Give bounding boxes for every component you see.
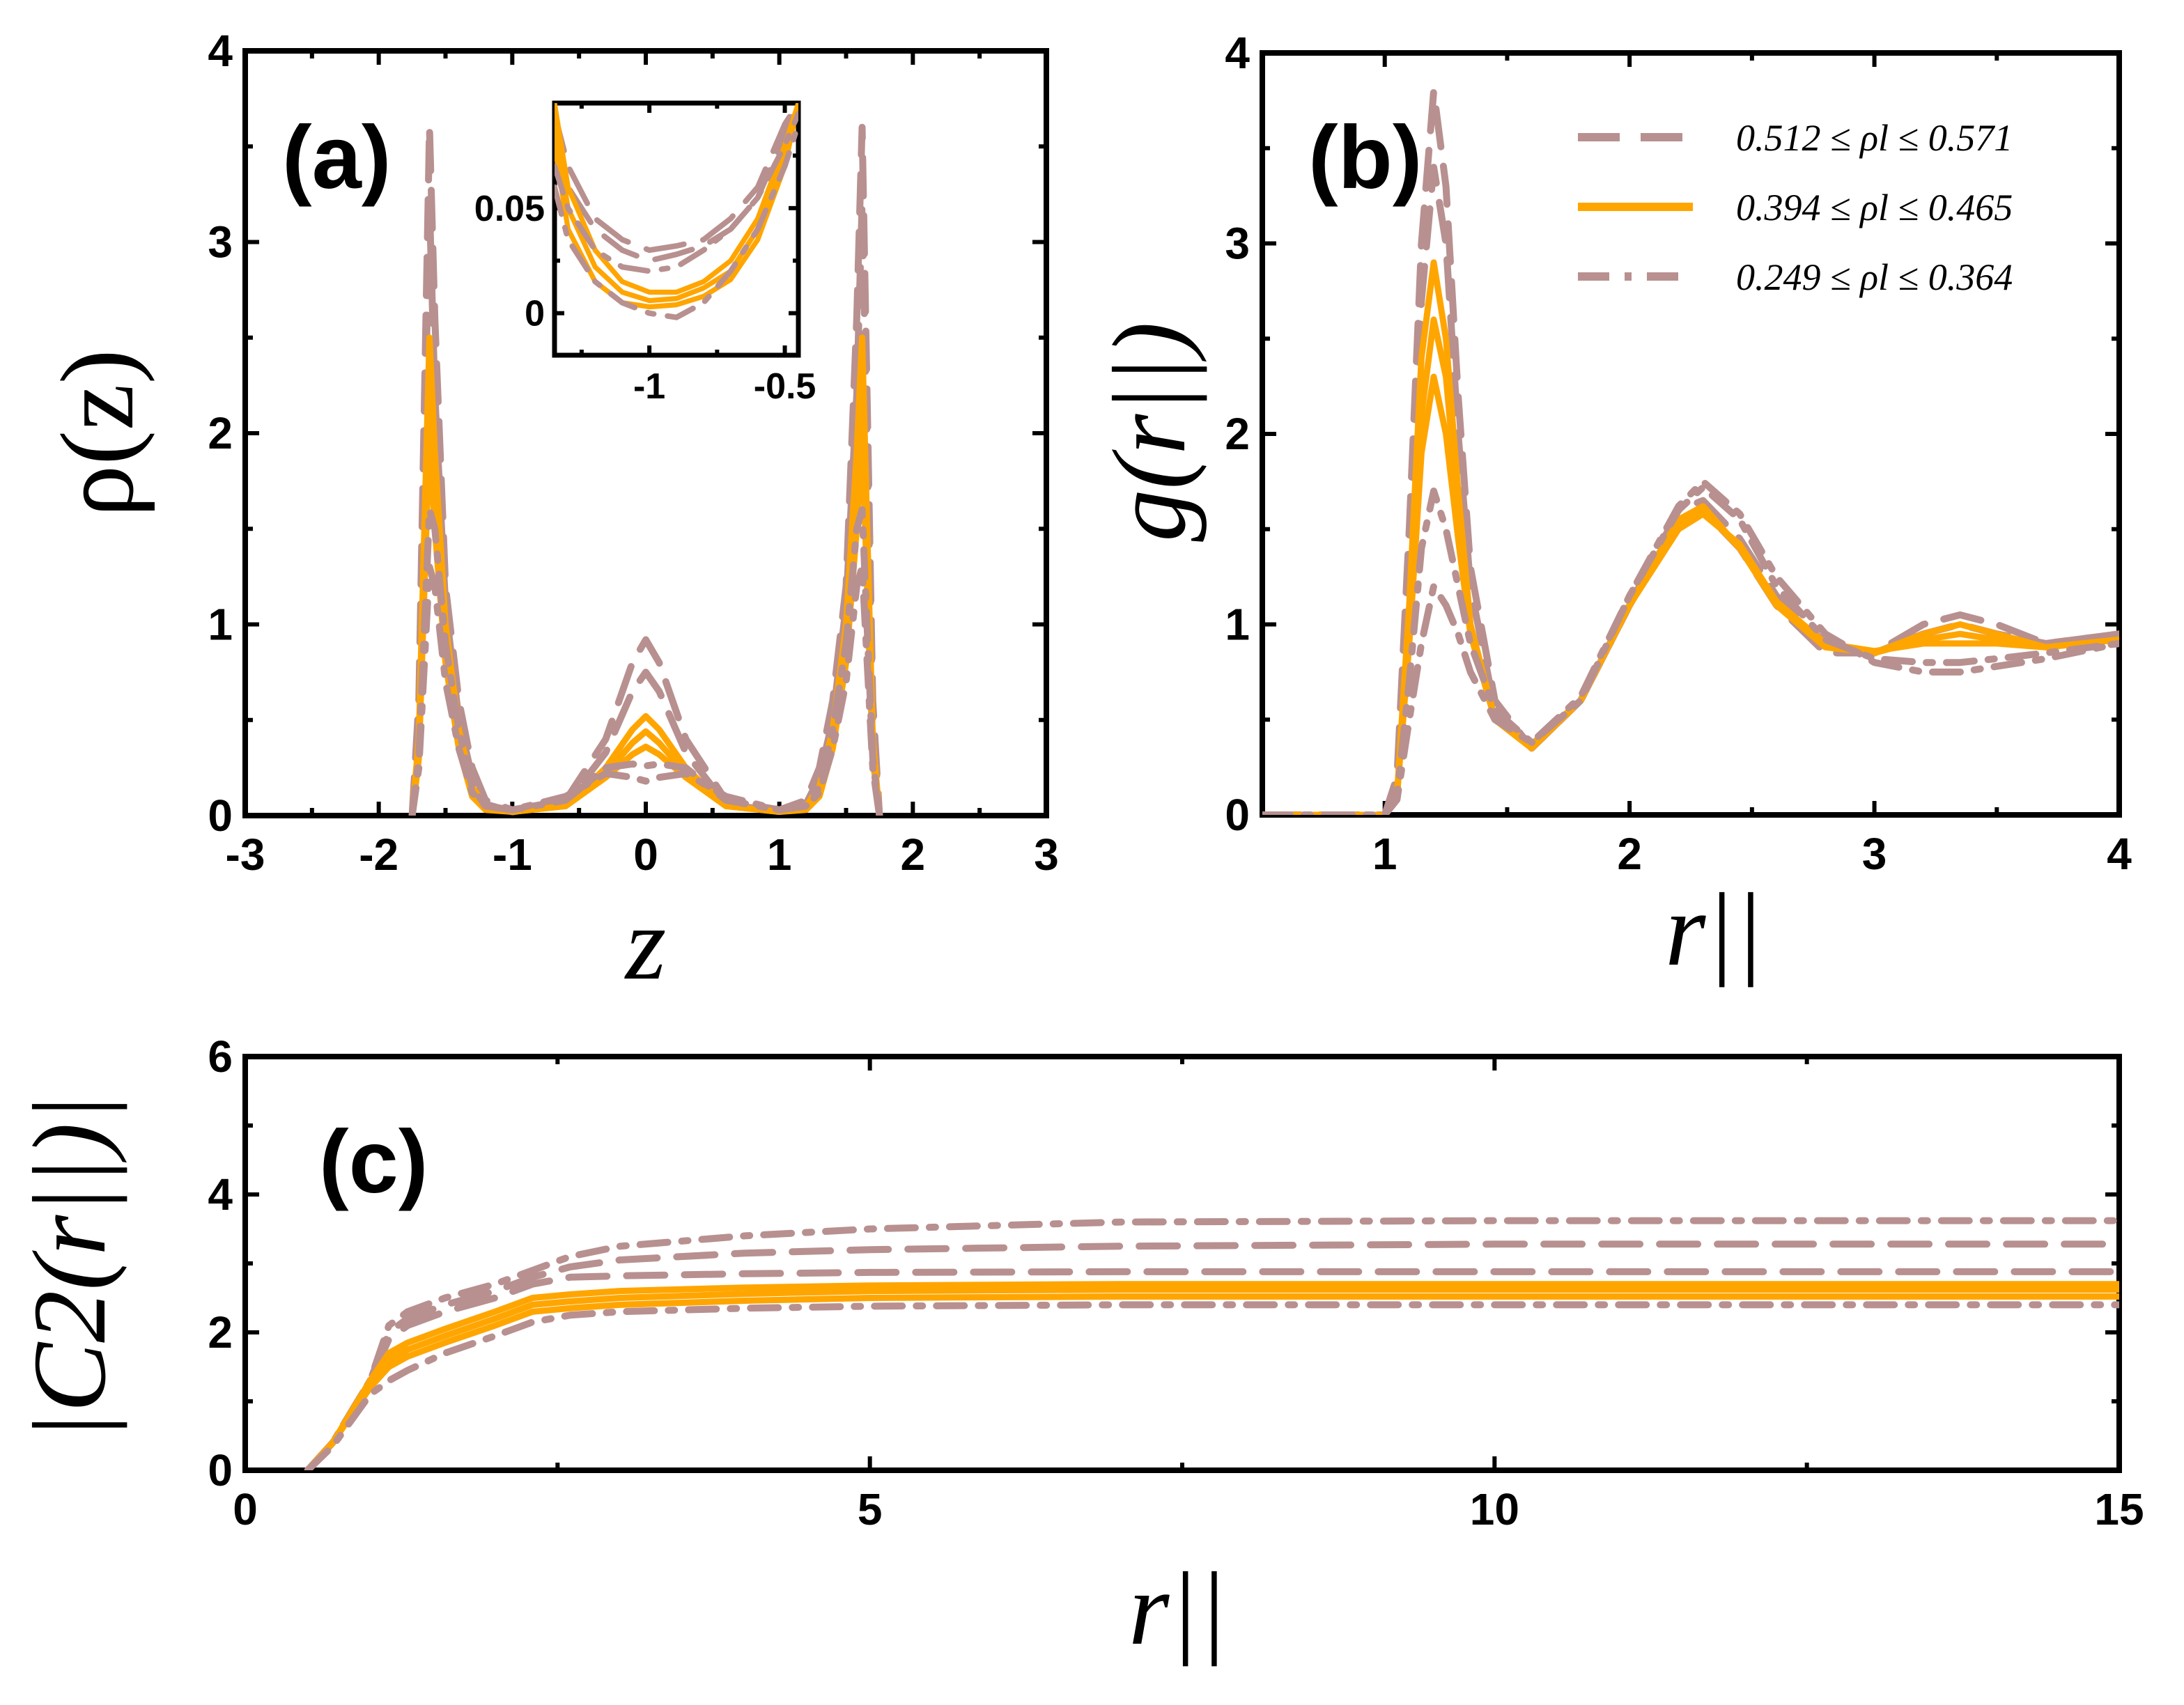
- panel-c: 0 5 10 15 0 2 4 6 (c) r|| |C2(r||)|: [12, 1031, 2144, 1667]
- panel-a-ylabel: ρ(z): [40, 349, 155, 517]
- y-tick-label: 6: [208, 1031, 233, 1082]
- inset-ticks: -1 -0.5 0 0.05: [474, 103, 816, 407]
- x-tick-label: 3: [1034, 830, 1059, 880]
- series-line-solid: [304, 1293, 2119, 1470]
- panel-a-ticks: -3 -2 -1 0 1 2 3 0 1 2 3 4: [208, 26, 1058, 880]
- series-line-dashdot: [1262, 483, 2119, 815]
- x-tick-label: 3: [1862, 829, 1887, 879]
- x-tick-label: 0: [633, 830, 658, 880]
- x-tick-label: 15: [2094, 1484, 2144, 1534]
- panel-c-frame: [242, 1054, 2122, 1473]
- panel-c-ylabel: |C2(r||)|: [12, 1094, 127, 1441]
- inset-series: [555, 103, 798, 320]
- y-tick-label: 0.05: [474, 189, 545, 229]
- legend-label-solid: 0.394 ≤ ρl ≤ 0.465: [1736, 187, 2013, 228]
- x-tick-label: 1: [1372, 829, 1397, 879]
- series-line-solid: [409, 430, 883, 816]
- panel-b-ylabel: g(r||): [1092, 322, 1207, 542]
- series-line-dashdot: [555, 121, 798, 320]
- y-tick-label: 4: [1225, 28, 1250, 78]
- panel-a-label: (a): [282, 108, 391, 208]
- y-tick-label: 1: [1225, 600, 1250, 650]
- series-line-solid: [555, 103, 798, 295]
- y-tick-label: 0: [208, 791, 233, 841]
- y-tick-label: 0: [525, 294, 545, 334]
- series-line-dashdot: [408, 506, 883, 816]
- x-tick-label: 0: [233, 1484, 258, 1534]
- legend-label-dashed: 0.512 ≤ ρl ≤ 0.571: [1736, 117, 2013, 159]
- legend-entry-solid: 0.394 ≤ ρl ≤ 0.465: [1578, 187, 2013, 228]
- series-line-solid: [1262, 373, 2119, 815]
- panel-c-series: [304, 1217, 2119, 1470]
- legend-label-dashdot: 0.249 ≤ ρl ≤ 0.364: [1736, 256, 2013, 298]
- panel-b-label: (b): [1308, 108, 1422, 208]
- legend-entry-dashdot: 0.249 ≤ ρl ≤ 0.364: [1578, 256, 2013, 298]
- series-line-dashdot: [555, 111, 798, 274]
- x-tick-label: 4: [2107, 829, 2132, 879]
- panel-c-ticks: 0 5 10 15 0 2 4 6: [208, 1031, 2144, 1534]
- x-tick-label: 10: [1470, 1484, 1519, 1534]
- y-tick-label: 0: [208, 1445, 233, 1495]
- x-tick-label: 2: [901, 830, 926, 880]
- series-line-solid: [1262, 316, 2119, 815]
- x-tick-label: 1: [767, 830, 792, 880]
- x-tick-label: -2: [359, 830, 398, 880]
- panel-b-xlabel: r||: [1665, 872, 1763, 988]
- x-tick-label: -1: [493, 830, 532, 880]
- y-tick-label: 4: [208, 1169, 233, 1220]
- series-line-dashed: [555, 103, 798, 254]
- y-tick-label: 2: [1225, 409, 1250, 459]
- y-tick-label: 3: [208, 217, 233, 267]
- panel-c-xlabel-text: r||: [1129, 1551, 1227, 1667]
- panel-a-series: [408, 123, 883, 816]
- panel-b: 1 2 3 4 0 1 2 3 4 (b) r|| g(r||) 0.512 ≤ ρl ≤ 0.…: [1092, 28, 2132, 988]
- y-tick-label: 2: [208, 408, 233, 458]
- y-tick-label: 2: [208, 1307, 233, 1357]
- panel-b-xlabel-text: r||: [1665, 872, 1763, 988]
- legend: 0.512 ≤ ρl ≤ 0.571 0.394 ≤ ρl ≤ 0.465 0.…: [1578, 117, 2013, 298]
- x-tick-label: -3: [226, 830, 265, 880]
- series-line-dashdot: [304, 1301, 2119, 1470]
- x-tick-label: 2: [1617, 829, 1642, 879]
- legend-entry-dashed: 0.512 ≤ ρl ≤ 0.571: [1578, 117, 2013, 159]
- panel-c-xlabel: r||: [1129, 1551, 1227, 1667]
- panel-a-xlabel: z: [624, 886, 666, 1002]
- series-line-dashdot: [304, 1217, 2119, 1470]
- y-tick-label: 4: [208, 26, 233, 76]
- panel-a-inset: -1 -0.5 0 0.05: [474, 100, 816, 407]
- series-line-solid: [555, 103, 798, 304]
- y-tick-label: 3: [1225, 219, 1250, 269]
- series-line-solid: [409, 391, 883, 816]
- panel-c-label: (c): [319, 1112, 428, 1212]
- panel-b-ticks: 1 2 3 4 0 1 2 3 4: [1225, 28, 2132, 879]
- series-line-solid: [1262, 259, 2119, 815]
- series-line-dashdot: [408, 563, 883, 816]
- x-tick-label: -1: [633, 366, 665, 407]
- series-line-dashdot: [1262, 478, 2119, 815]
- y-tick-label: 0: [1225, 790, 1250, 840]
- panel-b-series: [1262, 87, 2119, 815]
- inset-frame: [552, 100, 801, 358]
- x-tick-label: 5: [858, 1484, 883, 1534]
- x-tick-label: -0.5: [754, 366, 816, 407]
- y-tick-label: 1: [208, 600, 233, 650]
- panel-a: -3 -2 -1 0 1 2 3 0 1 2 3 4 (a) z ρ(z): [40, 26, 1059, 1002]
